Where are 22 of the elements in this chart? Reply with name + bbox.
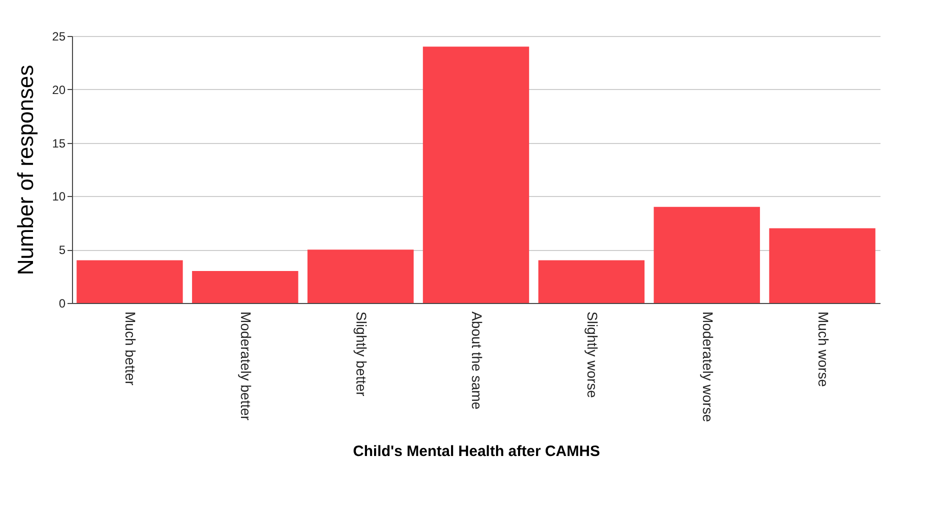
x-tick-label: Slightly better (354, 312, 370, 397)
y-axis-title: Number of responses (13, 64, 38, 276)
y-tick-label: 25 (52, 30, 66, 44)
bar (307, 250, 414, 303)
y-tick-label: 0 (58, 296, 66, 310)
bar (654, 206, 760, 303)
y-tick-label: 20 (52, 82, 66, 97)
bar (538, 260, 645, 303)
x-tick-label: Moderately worse (700, 312, 716, 422)
bar (76, 260, 183, 303)
y-tick-label: 15 (52, 136, 66, 150)
x-tick-label: Moderately better (238, 312, 254, 421)
y-tick-label: 5 (58, 243, 66, 258)
x-tick-label: Slightly worse (584, 312, 600, 398)
x-tick-label: Much worse (815, 312, 832, 388)
y-tick-label: 10 (52, 190, 66, 204)
bar (769, 228, 876, 303)
bar (422, 46, 530, 303)
x-tick-label: Much better (122, 312, 139, 386)
bar (192, 270, 298, 303)
x-tick-label: About the same (469, 312, 485, 410)
x-axis-title: Child's Mental Health after CAMHS (353, 442, 600, 460)
